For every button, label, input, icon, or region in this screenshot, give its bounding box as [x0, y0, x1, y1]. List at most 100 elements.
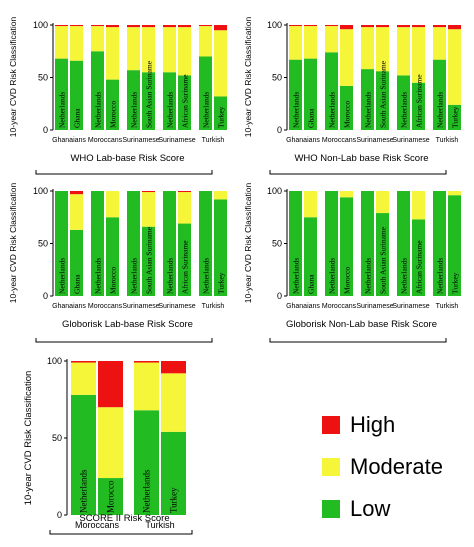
bar-high-4 — [361, 25, 374, 28]
category-label: Ghana — [307, 274, 316, 294]
category-label: South Asian Suriname — [379, 226, 388, 294]
bar-moderate-9 — [448, 191, 461, 196]
group-label: Turkish — [202, 137, 225, 144]
bar-high-0 — [71, 361, 96, 363]
bar-low-0 — [289, 191, 302, 296]
category-label: Turkey — [217, 106, 226, 128]
category-label: South Asian Suriname — [145, 226, 154, 294]
bar-high-1 — [70, 191, 83, 195]
bar-moderate-0 — [289, 26, 302, 60]
bar-low-2 — [134, 410, 159, 515]
bar-low-3 — [340, 197, 353, 296]
bar-low-9 — [214, 96, 227, 130]
bar-high-9 — [448, 25, 461, 30]
bar-moderate-4 — [361, 27, 374, 70]
y-tick-label: 0 — [277, 291, 282, 301]
category-label: Netherlands — [292, 258, 301, 294]
bar-high-6 — [397, 25, 410, 28]
bar-high-6 — [163, 25, 176, 28]
bar-low-7 — [412, 82, 425, 130]
category-label: Turkey — [451, 272, 460, 294]
bar-low-3 — [340, 85, 353, 130]
category-label: Ghana — [73, 108, 82, 128]
bar-moderate-3 — [340, 29, 353, 86]
title-bracket — [35, 338, 213, 343]
bar-low-3 — [106, 217, 119, 296]
bar-low-3 — [106, 79, 119, 130]
panel-title: Globorisk Lab-base Risk Score — [62, 319, 193, 330]
category-label: Netherlands — [58, 258, 67, 294]
bar-moderate-2 — [91, 26, 104, 52]
bar-low-4 — [361, 191, 374, 296]
bar-high-2 — [91, 25, 104, 27]
legend-swatch-moderate — [322, 458, 340, 476]
group-label: Ghanaians — [286, 303, 320, 310]
category-label: Netherlands — [364, 258, 373, 294]
panel-who-nonlab: 0 50 100 10-year CVD Risk Classification Net… — [243, 17, 461, 175]
bar-high-7 — [178, 25, 191, 28]
bar-low-6 — [397, 191, 410, 296]
legend-item-high: High — [322, 412, 395, 438]
bar-moderate-1 — [304, 191, 317, 218]
category-label: South Asian Suriname — [379, 60, 388, 128]
bar-high-7 — [412, 25, 425, 28]
y-tick-label: 50 — [38, 73, 48, 83]
legend-label-low: Low — [350, 496, 391, 521]
title-bracket — [269, 170, 447, 175]
bar-low-8 — [199, 56, 212, 130]
group-label: Turkish — [202, 303, 225, 310]
category-label: Turkey — [169, 487, 179, 513]
group-label: Surinamese — [392, 303, 429, 310]
category-label: Netherlands — [292, 92, 301, 128]
bar-low-9 — [448, 195, 461, 296]
bar-moderate-3 — [161, 373, 186, 432]
group-label: Surinamese — [122, 137, 159, 144]
bar-low-0 — [55, 191, 68, 296]
y-axis-label: 10-year CVD Risk Classification — [8, 17, 18, 138]
panel-globorisk-lab: 0 50 100 10-year CVD Risk Classification Net… — [8, 183, 227, 343]
category-label: Morocco — [109, 101, 118, 128]
group-label: Surinamese — [158, 137, 195, 144]
category-label: Turkey — [217, 272, 226, 294]
bar-low-5 — [142, 226, 155, 296]
group-label: Ghanaians — [52, 137, 86, 144]
bar-low-0 — [55, 58, 68, 130]
category-label: Netherlands — [166, 92, 175, 128]
bar-low-8 — [433, 59, 446, 130]
panel-globorisk-nonlab: 0 50 100 10-year CVD Risk Classification Net… — [243, 183, 461, 343]
category-label: Netherlands — [94, 92, 103, 128]
bar-high-0 — [289, 25, 302, 27]
legend: High Moderate Low — [322, 412, 472, 532]
group-label: Surinamese — [356, 303, 393, 310]
bar-moderate-8 — [433, 27, 446, 60]
bar-low-3 — [161, 431, 186, 515]
bar-low-2 — [325, 52, 338, 130]
bar-low-2 — [325, 191, 338, 296]
category-label: Netherlands — [79, 469, 89, 513]
category-label: African Suriname — [415, 240, 424, 294]
bar-low-1 — [70, 60, 83, 131]
bar-high-4 — [127, 25, 140, 28]
legend-label-moderate: Moderate — [350, 454, 443, 479]
group-label: Turkish — [436, 137, 459, 144]
legend-item-low: Low — [322, 496, 390, 522]
group-label: Surinamese — [158, 303, 195, 310]
category-label: Morocco — [106, 480, 116, 513]
bar-moderate-9 — [448, 29, 461, 105]
y-tick-label: 0 — [43, 125, 48, 135]
bar-moderate-8 — [199, 26, 212, 57]
category-label: Netherlands — [202, 258, 211, 294]
bar-low-9 — [214, 199, 227, 296]
bar-moderate-0 — [55, 26, 68, 59]
bar-high-1 — [70, 25, 83, 27]
category-label: Morocco — [343, 101, 352, 128]
bar-low-7 — [412, 219, 425, 296]
bar-low-5 — [376, 213, 389, 296]
title-bracket — [35, 170, 213, 175]
category-label: Netherlands — [436, 258, 445, 294]
category-label: Netherlands — [166, 258, 175, 294]
bar-moderate-5 — [142, 27, 155, 73]
bar-high-5 — [142, 191, 155, 193]
bar-moderate-2 — [134, 362, 159, 411]
